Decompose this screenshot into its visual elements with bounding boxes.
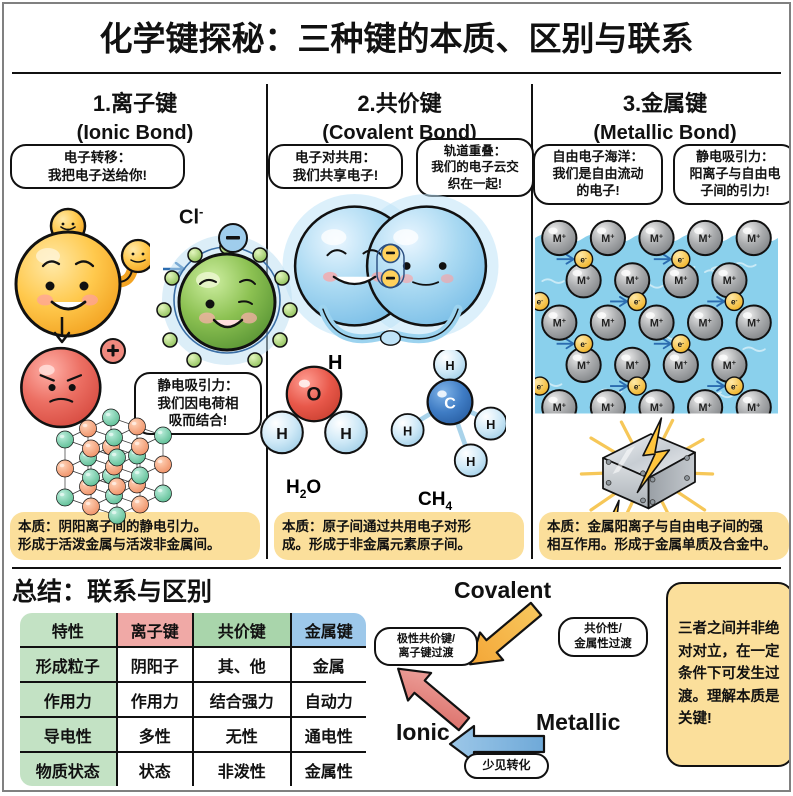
svg-text:H: H [403,424,412,439]
svg-text:O: O [307,384,322,405]
svg-text:H: H [466,454,475,469]
svg-text:H: H [276,426,288,443]
svg-text:H: H [340,426,352,443]
svg-text:C: C [444,395,456,412]
svg-text:H: H [486,417,495,432]
svg-text:H: H [445,358,454,373]
